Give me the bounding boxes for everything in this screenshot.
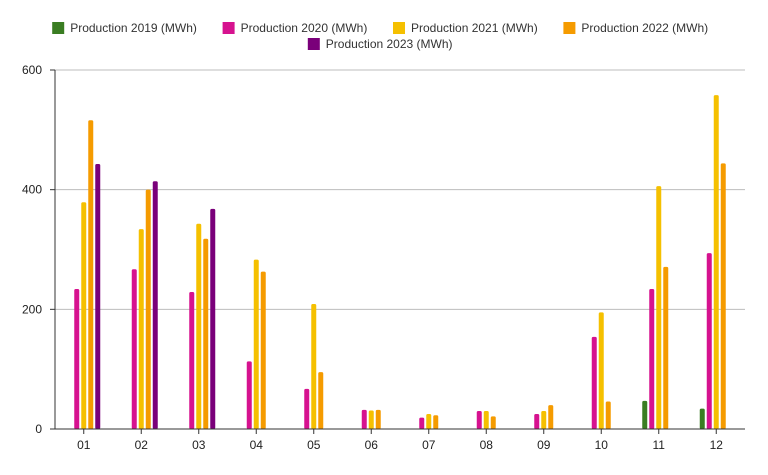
bar bbox=[260, 271, 266, 429]
bar bbox=[713, 95, 719, 429]
legend-swatch bbox=[222, 22, 235, 34]
legend-swatch bbox=[563, 22, 576, 34]
x-tick-label: 06 bbox=[365, 438, 379, 452]
y-tick-label: 200 bbox=[22, 302, 42, 316]
x-tick-label: 04 bbox=[250, 438, 264, 452]
legend-label: Production 2020 (MWh) bbox=[241, 21, 368, 35]
x-tick-label: 12 bbox=[710, 438, 724, 452]
legend-label: Production 2021 (MWh) bbox=[411, 21, 538, 35]
bar bbox=[74, 288, 80, 429]
bar bbox=[304, 388, 310, 429]
bar bbox=[591, 336, 597, 429]
bar bbox=[189, 291, 195, 429]
bar bbox=[196, 223, 202, 429]
bar bbox=[95, 163, 101, 429]
x-tick-label: 11 bbox=[653, 438, 666, 452]
legend-swatch bbox=[393, 22, 405, 34]
legend-swatch bbox=[307, 38, 320, 50]
bar bbox=[131, 269, 137, 429]
bar bbox=[720, 163, 726, 429]
bar bbox=[361, 409, 367, 429]
bar bbox=[152, 181, 158, 429]
legend-label: Production 2019 (MWh) bbox=[70, 21, 197, 35]
bar bbox=[483, 411, 489, 429]
bar bbox=[699, 408, 705, 429]
bar bbox=[253, 259, 259, 429]
bar bbox=[656, 186, 662, 429]
chart-legend: Production 2019 (MWh) Production 2020 (MW… bbox=[52, 21, 708, 51]
bar bbox=[548, 405, 554, 429]
bar bbox=[433, 415, 439, 429]
y-tick-label: 400 bbox=[22, 183, 42, 197]
x-tick-label: 02 bbox=[135, 438, 149, 452]
bar bbox=[476, 411, 482, 429]
y-tick-label: 600 bbox=[22, 63, 42, 77]
bar bbox=[706, 253, 712, 429]
bar bbox=[605, 401, 611, 429]
bar bbox=[642, 400, 648, 429]
chart-gridlines bbox=[55, 69, 745, 310]
bar bbox=[598, 312, 604, 429]
x-tick-label: 09 bbox=[537, 438, 551, 452]
legend-swatch bbox=[52, 22, 65, 34]
bar bbox=[145, 189, 151, 429]
legend-label: Production 2023 (MWh) bbox=[326, 37, 453, 51]
bar bbox=[138, 229, 144, 429]
bar bbox=[663, 266, 669, 429]
bar bbox=[419, 417, 425, 429]
bar bbox=[541, 411, 547, 429]
chart-y-axis: 0 200 400 600 bbox=[22, 63, 56, 436]
x-tick-label: 07 bbox=[422, 438, 436, 452]
bar bbox=[81, 202, 87, 429]
x-tick-label: 10 bbox=[595, 438, 609, 452]
legend-label: Production 2022 (MWh) bbox=[581, 21, 708, 35]
bar bbox=[426, 414, 432, 429]
bar bbox=[490, 416, 496, 429]
bar bbox=[318, 372, 324, 429]
x-tick-label: 05 bbox=[307, 438, 321, 452]
chart-bars bbox=[74, 95, 726, 429]
bar bbox=[375, 409, 381, 429]
x-tick-label: 03 bbox=[192, 438, 206, 452]
x-tick-label: 08 bbox=[480, 438, 494, 452]
bar bbox=[246, 361, 252, 429]
y-tick-label: 0 bbox=[35, 422, 42, 436]
bar bbox=[534, 414, 540, 429]
bar bbox=[203, 238, 209, 429]
bar bbox=[210, 208, 216, 429]
bar bbox=[368, 410, 374, 429]
bar bbox=[311, 303, 317, 429]
x-tick-label: 01 bbox=[77, 438, 91, 452]
bar bbox=[649, 288, 655, 429]
bar bbox=[88, 120, 94, 429]
chart-x-axis: 01 02 03 04 05 06 07 08 09 10 11 12 bbox=[55, 428, 745, 452]
